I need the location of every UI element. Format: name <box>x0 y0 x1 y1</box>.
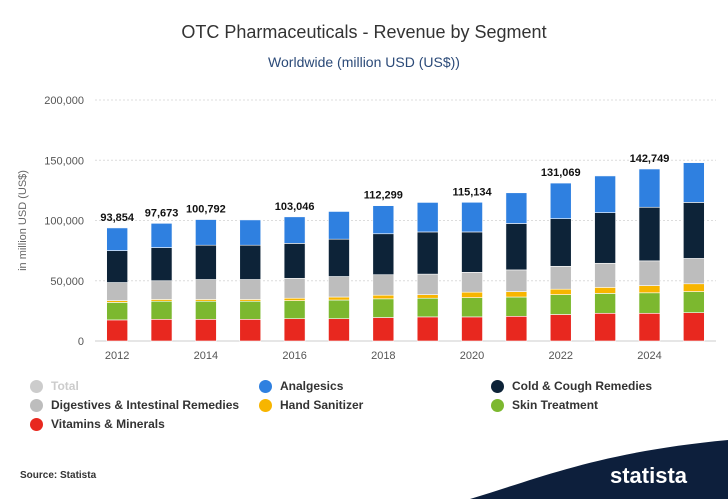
bar-segment <box>328 211 350 240</box>
total-data-label: 142,749 <box>630 153 670 165</box>
chart-title: OTC Pharmaceuticals - Revenue by Segment <box>181 22 547 42</box>
bar-segment <box>416 202 439 233</box>
y-axis-title: in million USD (US$) <box>17 170 29 271</box>
legend-item[interactable]: Digestives & Intestinal Remedies <box>30 398 239 412</box>
legend-swatch <box>491 379 504 393</box>
legend-swatch <box>491 398 504 412</box>
legend-label: Total <box>51 379 79 393</box>
x-tick-label: 2020 <box>460 350 484 362</box>
legend-swatch <box>30 417 43 431</box>
bar-segment <box>594 175 616 213</box>
legend-label: Analgesics <box>280 379 344 393</box>
y-tick-label: 100,000 <box>44 216 84 228</box>
y-tick-label: 50,000 <box>50 276 84 288</box>
legend-item[interactable]: Cold & Cough Remedies <box>491 379 652 393</box>
legend-item[interactable]: Hand Sanitizer <box>259 398 363 412</box>
bar-segment <box>150 223 173 248</box>
legend-item[interactable]: Analgesics <box>259 379 343 393</box>
y-tick-label: 150,000 <box>44 155 84 167</box>
legend-swatch <box>259 398 272 412</box>
legend-label: Vitamins & Minerals <box>51 417 165 431</box>
x-tick-label: 2022 <box>549 350 573 362</box>
legend-label: Digestives & Intestinal Remedies <box>51 398 240 412</box>
bar-segment <box>106 227 128 251</box>
bar-segment <box>195 219 217 246</box>
x-tick-label: 2016 <box>282 350 306 362</box>
legend-swatch <box>30 398 43 412</box>
bar-segment <box>638 168 661 208</box>
bar-segment <box>505 192 528 224</box>
chart-legend: Total Analgesics Cold & Cough Remedies Dige… <box>30 379 720 439</box>
bar-segment <box>372 205 395 235</box>
legend-item[interactable]: Vitamins & Minerals <box>30 417 165 431</box>
legend-label: Skin Treatment <box>512 398 599 412</box>
x-tick-label: 2024 <box>637 350 661 362</box>
total-data-label: 131,069 <box>541 167 581 179</box>
bar-segment <box>239 219 262 246</box>
legend-swatch <box>259 379 272 393</box>
bar-segment <box>549 182 572 219</box>
total-data-label: 115,134 <box>452 186 492 198</box>
stacked-bar-chart: 0 50,000 100,000 150,000 200,000 in million U… <box>17 95 716 362</box>
y-tick-label: 200,000 <box>44 95 84 107</box>
legend-swatch <box>30 379 43 393</box>
statista-logo: statista <box>610 463 688 488</box>
legend-label: Cold & Cough Remedies <box>512 379 653 393</box>
total-data-label: 97,673 <box>145 207 179 219</box>
legend-label: Hand Sanitizer <box>280 398 364 412</box>
total-data-label: 112,299 <box>364 190 403 202</box>
legend-item[interactable]: Total <box>30 379 79 393</box>
bar-segment <box>461 201 483 233</box>
total-data-label: 100,792 <box>186 204 226 216</box>
x-tick-label: 2014 <box>194 350 218 362</box>
bar-segment <box>683 162 705 203</box>
total-data-label: 103,046 <box>275 201 315 213</box>
chart-subtitle: Worldwide (million USD (US$)) <box>268 54 460 70</box>
legend-item[interactable]: Skin Treatment <box>491 398 598 412</box>
x-tick-label: 2012 <box>105 350 129 362</box>
y-tick-label: 0 <box>78 336 84 348</box>
x-tick-label: 2018 <box>371 350 395 362</box>
total-data-label: 93,854 <box>100 212 135 224</box>
bar-segment <box>283 216 306 244</box>
source-note: Source: Statista <box>20 470 97 481</box>
